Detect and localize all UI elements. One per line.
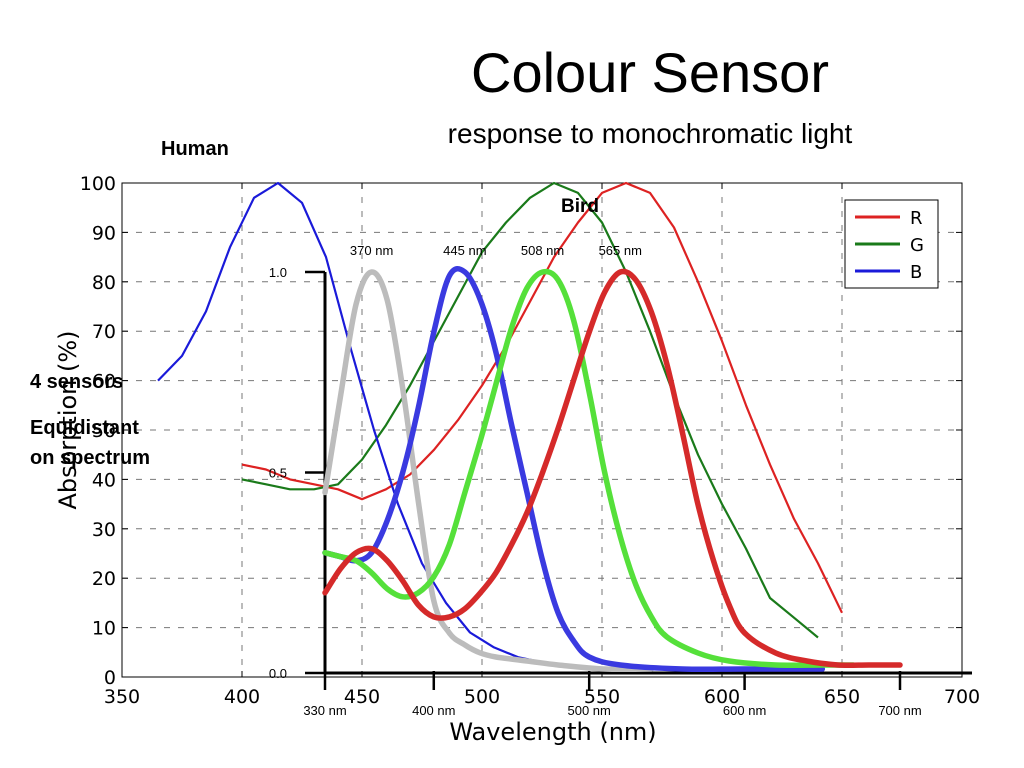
bird-x-tick-label: 500 nm xyxy=(568,703,611,718)
x-tick-label: 500 xyxy=(464,686,500,708)
y-tick-label: 80 xyxy=(92,272,116,294)
human-label: Human xyxy=(161,138,229,160)
y-tick-label: 30 xyxy=(92,519,116,541)
bird-y-tick-label: 0.5 xyxy=(269,466,287,481)
x-axis-label: Wavelength (nm) xyxy=(449,718,656,746)
x-tick-label: 600 xyxy=(704,686,740,708)
bird-label: Bird xyxy=(561,196,599,217)
bird-axes: 0.0 0.5 1.0 330 nm 400 nm 500 nm 600 nm 700 nm xyxy=(269,265,972,718)
bird-labels: 370 nm 445 nm 508 nm 565 nm xyxy=(350,243,642,258)
human-series-G-line xyxy=(241,181,819,639)
x-tick-label: 550 xyxy=(584,686,620,708)
human-series-R-line xyxy=(241,181,843,614)
bird-y-tick-label: 0.0 xyxy=(269,666,287,681)
x-tick-label: 650 xyxy=(824,686,860,708)
slide-title: Colour Sensor xyxy=(471,41,829,104)
y-tick-label: 0 xyxy=(104,667,116,689)
slide-subtitle: response to monochromatic light xyxy=(447,118,853,149)
bird-series xyxy=(322,266,903,673)
y-tick-label: 40 xyxy=(92,469,116,491)
y-tick-label: 50 xyxy=(92,420,116,442)
y-tick-label: 20 xyxy=(92,568,116,590)
bird-sensor-4-curve xyxy=(322,268,903,669)
y-axis-label: Absorption (%) xyxy=(54,330,82,509)
bird-peak-label: 445 nm xyxy=(443,243,486,258)
x-tick-label: 450 xyxy=(344,686,380,708)
y-tick-label: 70 xyxy=(92,321,116,343)
bird-sensor-1-curve xyxy=(322,269,655,673)
y-tick-label: 60 xyxy=(92,371,116,393)
bird-x-tick-label: 330 nm xyxy=(303,703,346,718)
x-tick-label: 700 xyxy=(944,686,980,708)
bird-peak-label: 508 nm xyxy=(521,243,564,258)
bird-sensor-2-curve xyxy=(322,266,826,673)
bird-sensor-3-curve xyxy=(322,268,857,669)
legend-label-R: R xyxy=(910,208,923,229)
equidistant-note-line-2: on spectrum xyxy=(30,447,151,469)
legend-label-G: G xyxy=(910,235,924,256)
equidistant-note-line-1: Equidistant xyxy=(30,417,139,439)
sensors-note: 4 sensors xyxy=(30,371,124,393)
human-axis-ticks: 350 400 450 500 550 600 650 700 0 10 20 30 40 50 60 70 8… xyxy=(80,173,980,708)
bird-x-tick-label: 600 nm xyxy=(723,703,766,718)
x-tick-label: 400 xyxy=(224,686,260,708)
y-tick-label: 100 xyxy=(80,173,116,195)
y-tick-label: 90 xyxy=(92,222,116,244)
x-tick-label: 350 xyxy=(104,686,140,708)
human-series xyxy=(157,181,843,664)
legend-label-B: B xyxy=(910,262,922,283)
bird-peak-label: 370 nm xyxy=(350,243,393,258)
legend: RGB xyxy=(844,199,939,289)
y-tick-label: 10 xyxy=(92,618,116,640)
bird-y-tick-label: 1.0 xyxy=(269,265,287,280)
bird-peak-label: 565 nm xyxy=(599,243,642,258)
bird-x-tick-label: 400 nm xyxy=(412,703,455,718)
bird-x-tick-label: 700 nm xyxy=(878,703,921,718)
